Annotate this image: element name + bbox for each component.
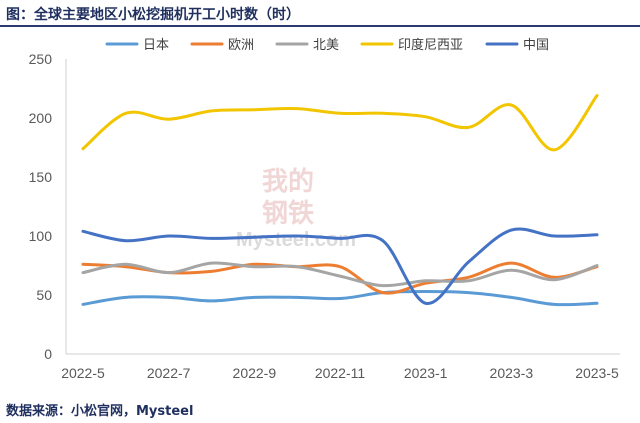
watermark-line2: 钢铁 (262, 198, 314, 229)
y-tick-label: 150 (29, 169, 53, 185)
chart-title: 图：全球主要地区小松挖掘机开工小时数（时） (6, 7, 300, 23)
x-tick-label: 2022-9 (233, 365, 277, 381)
y-tick-label: 100 (29, 228, 53, 244)
legend-label: 中国 (523, 38, 549, 53)
x-tick-label: 2023-3 (490, 365, 534, 381)
series-line-5 (81, 227, 599, 305)
x-tick-label: 2022-11 (315, 365, 366, 381)
series-line-3 (81, 261, 599, 288)
y-tick-label: 0 (44, 346, 52, 362)
watermark-line3: Mysteel.com (236, 229, 356, 251)
y-tick-label: 250 (29, 51, 53, 67)
y-tick-label: 50 (36, 287, 52, 303)
series-line-1 (81, 290, 599, 307)
legend-label: 日本 (143, 38, 169, 53)
watermark-line1: 我的 (262, 166, 314, 197)
series-line-2 (81, 261, 599, 295)
x-tick-label: 2022-5 (61, 365, 105, 381)
title-divider (0, 25, 640, 27)
watermark: 我的 钢铁 Mysteel.com (236, 166, 356, 251)
series-line-4 (81, 94, 599, 152)
data-source: 数据来源：小松官网，Mysteel (6, 404, 194, 419)
y-tick-label: 200 (29, 110, 53, 126)
x-tick-label: 2023-1 (404, 365, 448, 381)
x-tick-label: 2022-7 (147, 365, 191, 381)
legend-label: 印度尼西亚 (398, 37, 463, 53)
legend-label: 北美 (313, 38, 339, 53)
x-tick-label: 2023-5 (575, 365, 619, 381)
legend-label: 欧洲 (228, 38, 254, 53)
